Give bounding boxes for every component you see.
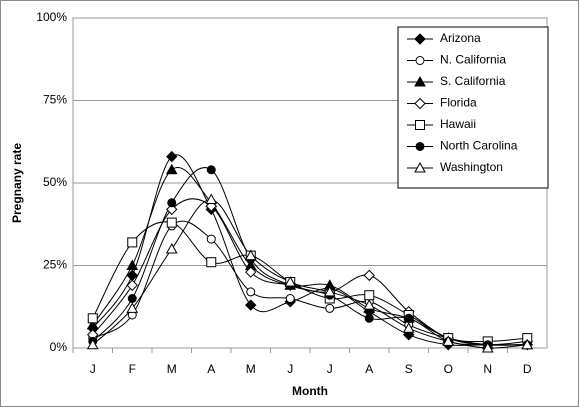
- y-tick-label: 75%: [43, 93, 67, 107]
- data-point: [206, 165, 216, 175]
- legend-label: Arizona: [440, 31, 481, 45]
- data-point: [363, 269, 375, 282]
- x-tick-label: O: [444, 362, 453, 376]
- y-tick-label: 50%: [43, 175, 67, 189]
- data-point: [363, 299, 376, 310]
- y-tick-label: 25%: [43, 258, 67, 272]
- x-tick-label: A: [365, 362, 373, 376]
- x-tick-label: M: [167, 362, 177, 376]
- data-point: [166, 217, 177, 228]
- data-point: [206, 257, 217, 268]
- data-point: [127, 237, 138, 248]
- data-point: [521, 338, 534, 350]
- data-point: [404, 313, 414, 323]
- data-point: [245, 299, 257, 311]
- legend-label: S. California: [440, 74, 506, 88]
- data-point: [86, 318, 99, 330]
- data-point: [481, 341, 494, 353]
- x-tick-label: D: [523, 362, 532, 376]
- data-point: [246, 287, 256, 297]
- legend-label: Florida: [440, 96, 477, 110]
- data-point: [244, 249, 257, 261]
- data-point: [323, 285, 336, 297]
- data-point: [364, 313, 374, 323]
- x-tick-label: F: [129, 362, 136, 376]
- data-point: [126, 259, 139, 270]
- data-point: [206, 234, 216, 244]
- legend-label: Hawaii: [440, 117, 476, 131]
- data-point: [402, 322, 415, 333]
- legend-box: [397, 26, 549, 189]
- x-tick-label: S: [405, 362, 413, 376]
- x-tick-label: A: [207, 362, 215, 376]
- x-tick-label: J: [90, 362, 96, 376]
- data-point: [167, 198, 177, 208]
- data-point: [165, 163, 178, 175]
- data-point: [87, 313, 98, 324]
- x-tick-label: N: [483, 362, 492, 376]
- data-point: [364, 290, 375, 301]
- data-point: [127, 294, 137, 303]
- data-point: [166, 150, 178, 163]
- legend-marker: [414, 161, 426, 173]
- data-point: [285, 294, 295, 303]
- x-tick-label: J: [327, 362, 333, 376]
- legend-marker: [415, 142, 425, 151]
- data-point: [325, 303, 335, 313]
- data-point: [86, 338, 99, 350]
- data-point: [284, 275, 297, 287]
- legend-marker: [414, 97, 426, 110]
- legend-marker: [415, 56, 425, 65]
- y-tick-label: 100%: [36, 10, 67, 24]
- x-tick-label: M: [246, 362, 256, 376]
- y-tick-label: 0%: [50, 340, 68, 354]
- legend-marker: [414, 75, 426, 87]
- legend-label: Washington: [440, 160, 503, 174]
- legend-label: North Carolina: [440, 139, 518, 153]
- legend-marker: [415, 120, 425, 130]
- data-point: [165, 242, 178, 254]
- data-point: [442, 335, 455, 346]
- x-tick-label: J: [287, 362, 293, 376]
- legend-marker: [414, 33, 426, 45]
- y-axis-title: Pregnany rate: [10, 143, 24, 223]
- data-point: [245, 266, 257, 278]
- legend-label: N. California: [440, 53, 506, 67]
- data-point: [126, 302, 139, 313]
- x-axis-title: Month: [292, 384, 328, 398]
- data-point: [126, 279, 138, 292]
- data-point: [205, 193, 218, 204]
- data-point: [166, 203, 178, 216]
